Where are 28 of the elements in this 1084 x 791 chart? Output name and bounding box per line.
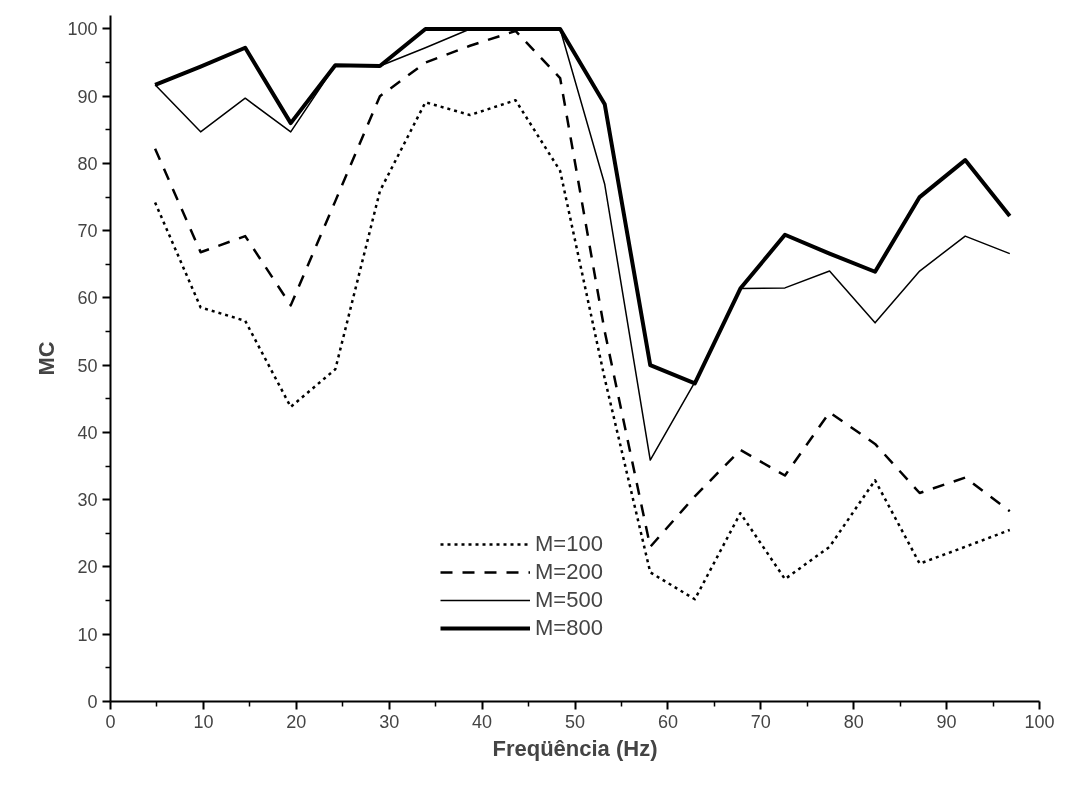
y-tick-label: 0 xyxy=(87,692,98,712)
y-tick-label: 10 xyxy=(77,624,98,645)
x-tick-label: 30 xyxy=(379,711,400,732)
y-tick-label: 60 xyxy=(77,288,98,309)
y-tick-label: 100 xyxy=(67,19,98,40)
x-axis-title: Freqüência (Hz) xyxy=(492,735,658,761)
y-tick-label: 30 xyxy=(77,490,98,511)
y-tick-label: 70 xyxy=(77,221,98,242)
x-tick-label: 0 xyxy=(105,711,116,732)
x-tick-label: 80 xyxy=(843,711,864,732)
x-tick-label: 100 xyxy=(1024,711,1055,732)
x-tick-label: 60 xyxy=(657,711,678,732)
y-tick-label: 50 xyxy=(77,355,98,376)
x-tick-label: 10 xyxy=(193,711,214,732)
y-tick-label: 90 xyxy=(77,86,98,107)
y-tick-label: 80 xyxy=(77,153,98,174)
x-tick-label: 20 xyxy=(286,711,307,732)
legend-label: M=100 xyxy=(535,531,603,557)
y-axis-title: MC xyxy=(34,341,60,376)
y-tick-label: 20 xyxy=(77,557,98,578)
legend-label: M=200 xyxy=(535,559,603,585)
x-tick-label: 40 xyxy=(472,711,493,732)
legend-label: M=500 xyxy=(535,587,603,613)
y-tick-label: 40 xyxy=(77,422,98,443)
x-tick-label: 90 xyxy=(936,711,957,732)
x-tick-label: 70 xyxy=(750,711,771,732)
x-tick-label: 50 xyxy=(564,711,586,732)
legend-label: M=800 xyxy=(535,615,603,641)
